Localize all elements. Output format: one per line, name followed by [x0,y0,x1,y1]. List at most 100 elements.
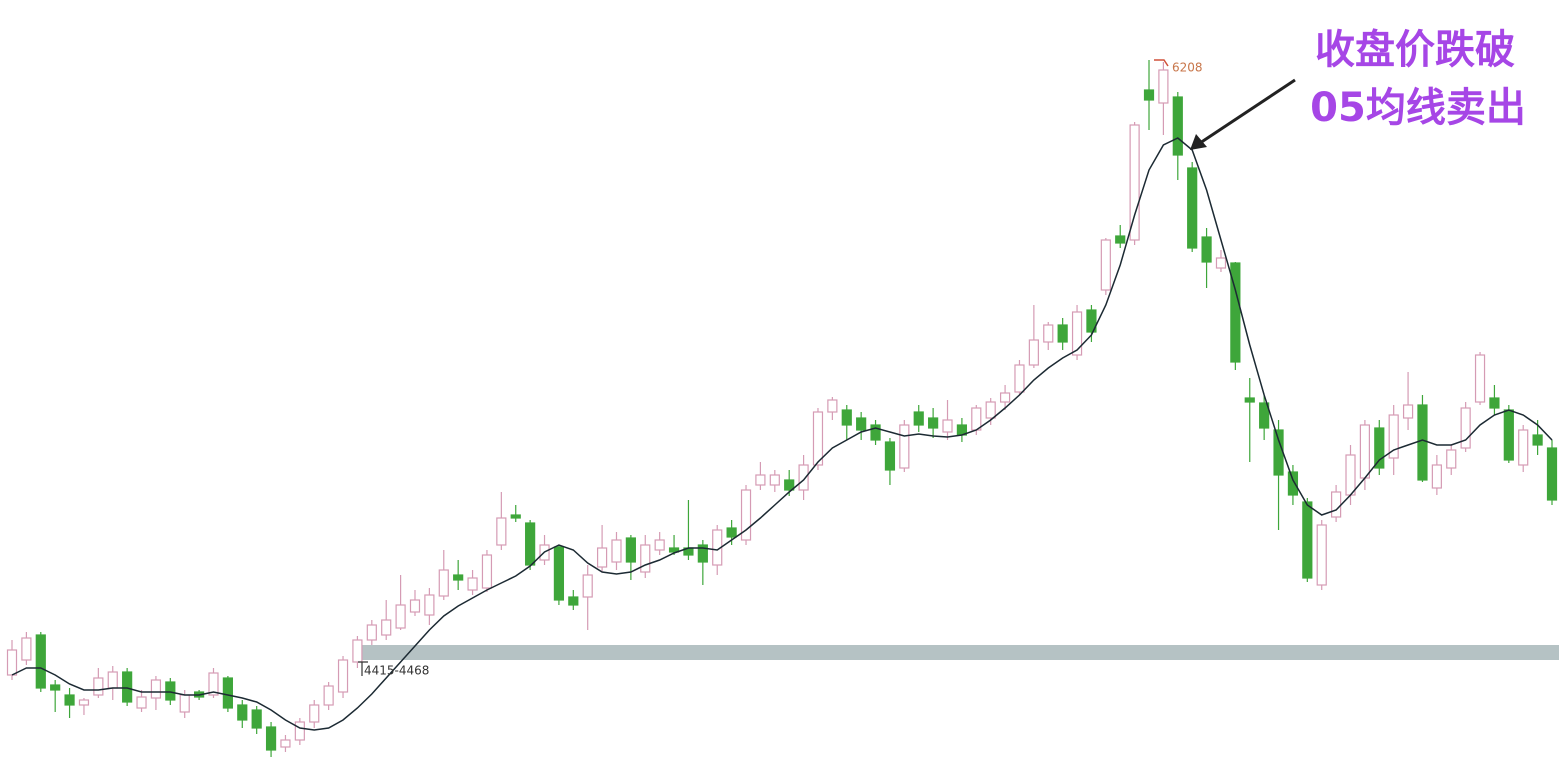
up-candle [136,696,147,709]
down-candle [928,417,939,429]
down-candle [870,424,881,441]
down-candle [1287,471,1299,496]
up-candle [1460,407,1471,449]
up-candle [409,599,421,613]
up-candle [1431,464,1442,489]
up-candle [640,544,651,573]
annotation-arrow [1199,78,1296,145]
down-candle [222,677,233,709]
down-candle [50,684,61,691]
up-candle [179,694,190,713]
up-candle [294,721,305,741]
up-candle [1388,414,1399,459]
annotation-line: 收盘价跌破 [1315,27,1515,73]
down-candle [625,537,636,563]
up-candle [1446,449,1457,469]
down-candle [553,546,565,601]
up-candle [1215,257,1227,269]
up-candle [1331,491,1342,518]
down-candle [856,417,867,431]
up-candle [1345,454,1356,496]
up-candle [78,699,90,706]
up-candle [1043,324,1054,343]
up-candle [1402,404,1414,419]
down-candle [1086,309,1097,333]
up-candle [1071,311,1083,356]
down-candle [1503,409,1514,461]
up-candle [352,639,363,663]
up-candle [208,672,219,696]
up-candle [1028,339,1039,366]
down-candle [1273,429,1284,476]
down-candle [697,544,708,563]
up-candle [496,517,507,546]
range-marker [358,661,368,676]
up-candle [812,411,824,466]
up-candle [481,554,493,589]
down-candle [1244,397,1255,403]
down-candle [841,409,852,426]
down-candle [1201,236,1212,263]
down-candle [1302,501,1313,579]
down-candle [525,522,536,566]
up-candle [93,677,104,696]
arrow-head [1190,134,1207,150]
range-label: 4415-4468 [364,664,429,678]
up-candle [424,594,435,616]
up-candle [755,474,766,486]
up-candle [1014,364,1025,393]
up-candle [438,569,449,597]
up-candle [999,392,1011,403]
down-candle [237,704,248,721]
up-candle [798,464,809,491]
up-candle [381,619,392,636]
down-candle [668,547,680,553]
up-candle [769,474,780,486]
up-candle [323,685,334,706]
down-candle [1230,262,1241,363]
candles [6,60,1558,757]
up-candle [6,649,18,676]
up-candle [827,399,838,413]
up-candle [150,679,162,699]
down-candle [1187,167,1198,249]
down-candle [35,634,46,689]
up-candle [467,577,478,591]
up-candle [985,401,996,419]
up-candle [971,407,982,431]
ma5-line [11,137,1553,731]
up-candle [280,739,291,748]
up-candle [309,704,320,723]
up-candle [582,574,593,598]
up-candle [1359,424,1370,479]
down-candle [251,709,262,729]
up-candle [1100,239,1111,291]
up-candle [1129,124,1140,241]
down-candle [122,671,133,703]
up-candle [395,604,406,629]
down-candle [453,574,464,581]
up-candle [740,489,752,541]
up-candle [942,419,953,433]
up-candle [1316,524,1327,586]
up-candle [1158,69,1169,104]
down-candle [64,694,75,706]
up-candle [899,424,910,469]
down-candle [1374,427,1385,469]
down-candle [1259,402,1270,429]
up-candle [21,637,32,661]
down-candle [165,681,176,701]
down-candle [568,596,579,606]
up-candle [337,659,349,693]
down-candle [784,479,795,491]
down-candle [1115,235,1126,244]
up-candle [596,547,608,568]
up-candle [1474,354,1486,403]
up-candle [611,539,622,563]
down-candle [1172,96,1183,156]
down-candle [1057,324,1068,343]
down-candle [884,441,896,471]
down-candle [1417,404,1428,481]
